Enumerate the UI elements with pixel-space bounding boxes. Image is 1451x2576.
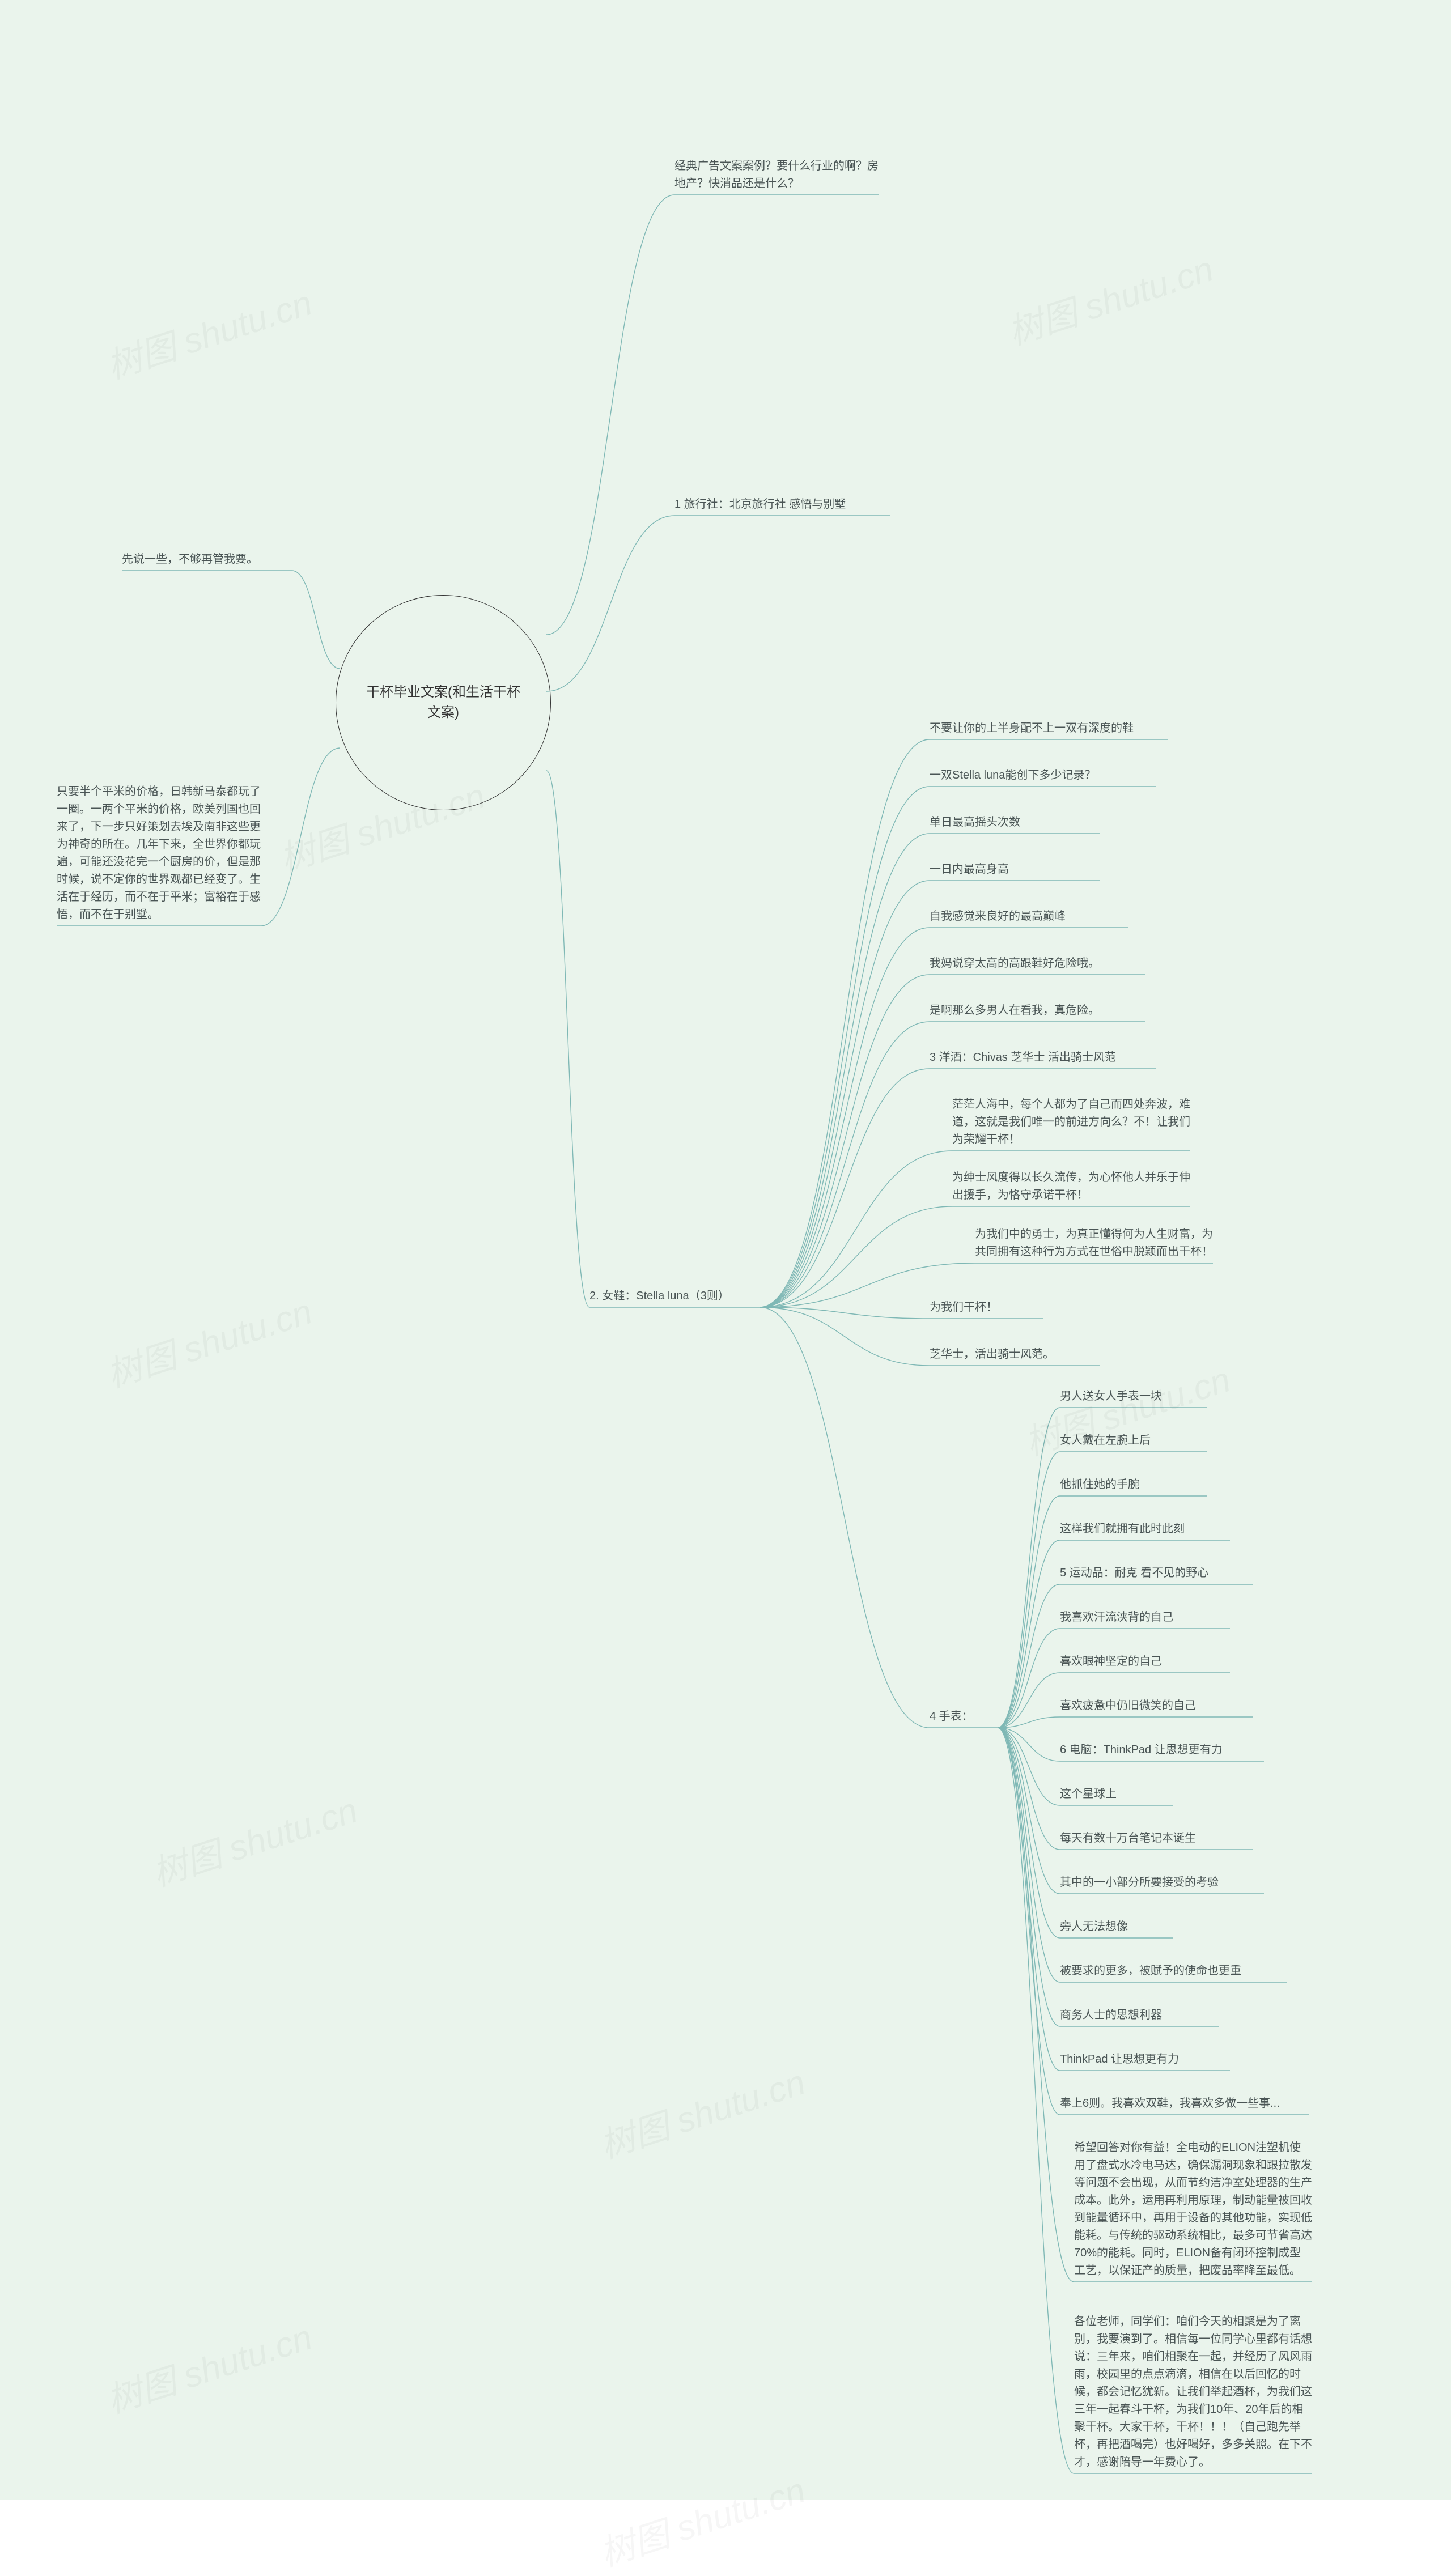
- leaf-node-9[interactable]: 为绅士风度得以长久流传，为心怀他人并乐于伸出援手，为恪守承诺干杯！: [952, 1169, 1190, 1204]
- left-node-0[interactable]: 先说一些，不够再管我要。: [122, 551, 292, 568]
- sub-leaf-node-18[interactable]: 各位老师，同学们：咱们今天的相聚是为了离别，我要演到了。相信每一位同学心里都有话…: [1074, 2313, 1312, 2471]
- watermark: 树图 shutu.cn: [99, 1283, 317, 1397]
- leaf-node-7[interactable]: 3 洋酒：Chivas 芝华士 活出骑士风范: [930, 1049, 1156, 1066]
- sub-leaf-node-15[interactable]: ThinkPad 让思想更有力: [1060, 2051, 1230, 2068]
- right-l1-node-2[interactable]: 2. 女鞋：Stella luna（3则）: [589, 1287, 760, 1305]
- leaf-node-4[interactable]: 自我感觉来良好的最高巅峰: [930, 908, 1128, 925]
- leaf-node-1[interactable]: 一双Stella luna能创下多少记录？: [930, 767, 1156, 784]
- watermark: 树图 shutu.cn: [592, 2054, 811, 2168]
- watermark: 树图 shutu.cn: [99, 274, 317, 389]
- leaf-node-0[interactable]: 不要让你的上半身配不上一双有深度的鞋: [930, 720, 1168, 737]
- right-l1-node-1[interactable]: 1 旅行社：北京旅行社 感悟与别墅: [674, 496, 890, 513]
- sub-leaf-node-17[interactable]: 希望回答对你有益！全电动的ELION注塑机使用了盘式水冷电马达，确保漏洞现象和跟…: [1074, 2139, 1312, 2280]
- edges-layer: [0, 0, 1451, 2500]
- sub-leaf-node-4[interactable]: 5 运动品：耐克 看不见的野心: [1060, 1565, 1253, 1582]
- leaf-node-10[interactable]: 为我们中的勇士，为真正懂得何为人生财富，为共同拥有这种行为方式在世俗中脱颖而出干…: [975, 1226, 1213, 1261]
- left-node-1[interactable]: 只要半个平米的价格，日韩新马泰都玩了一圈。一两个平米的价格，欧美列国也回来了，下…: [57, 783, 261, 924]
- right-l1-node-0[interactable]: 经典广告文案案例？要什么行业的啊？房地产？快消品还是什么？: [674, 158, 879, 193]
- watermark: 树图 shutu.cn: [145, 1782, 363, 1896]
- sub-leaf-node-2[interactable]: 他抓住她的手腕: [1060, 1476, 1207, 1494]
- leaf-node-12[interactable]: 芝华士，活出骑士风范。: [930, 1346, 1100, 1363]
- sub-leaf-node-16[interactable]: 奉上6则。我喜欢双鞋，我喜欢多做一些事...: [1060, 2095, 1309, 2112]
- sub-leaf-node-9[interactable]: 这个星球上: [1060, 1786, 1173, 1803]
- sub-leaf-node-6[interactable]: 喜欢眼神坚定的自己: [1060, 1653, 1230, 1670]
- sub-leaf-node-10[interactable]: 每天有数十万台笔记本诞生: [1060, 1830, 1253, 1847]
- sub-leaf-node-7[interactable]: 喜欢疲惫中仍旧微笑的自己: [1060, 1697, 1253, 1715]
- watermark: 树图 shutu.cn: [592, 2462, 811, 2576]
- sub-leaf-node-5[interactable]: 我喜欢汗流浃背的自己: [1060, 1609, 1230, 1626]
- sub-leaf-node-12[interactable]: 旁人无法想像: [1060, 1918, 1173, 1936]
- leaf-node-13[interactable]: 4 手表：: [930, 1708, 998, 1725]
- sub-leaf-node-14[interactable]: 商务人士的思想利器: [1060, 2007, 1219, 2024]
- mindmap-canvas: 树图 shutu.cn 树图 shutu.cn 树图 shutu.cn 树图 shut…: [0, 0, 1451, 2500]
- sub-leaf-node-8[interactable]: 6 电脑：ThinkPad 让思想更有力: [1060, 1741, 1264, 1759]
- sub-leaf-node-3[interactable]: 这样我们就拥有此时此刻: [1060, 1520, 1230, 1538]
- sub-leaf-node-13[interactable]: 被要求的更多，被赋予的使命也更重: [1060, 1962, 1287, 1980]
- leaf-node-3[interactable]: 一日内最高身高: [930, 861, 1100, 878]
- sub-leaf-node-1[interactable]: 女人戴在左腕上后: [1060, 1432, 1207, 1449]
- root-label: 干杯毕业文案(和生活干杯 文案): [359, 682, 528, 723]
- leaf-node-2[interactable]: 单日最高摇头次数: [930, 814, 1100, 831]
- watermark: 树图 shutu.cn: [1000, 240, 1219, 355]
- watermark: 树图 shutu.cn: [99, 2309, 317, 2423]
- root-node[interactable]: 干杯毕业文案(和生活干杯 文案): [336, 595, 551, 810]
- leaf-node-8[interactable]: 茫茫人海中，每个人都为了自己而四处奔波，难道，这就是我们唯一的前进方向么？不！让…: [952, 1096, 1190, 1149]
- leaf-node-11[interactable]: 为我们干杯！: [930, 1299, 1043, 1316]
- leaf-node-5[interactable]: 我妈说穿太高的高跟鞋好危险哦。: [930, 955, 1145, 972]
- leaf-node-6[interactable]: 是啊那么多男人在看我，真危险。: [930, 1002, 1145, 1019]
- sub-leaf-node-0[interactable]: 男人送女人手表一块: [1060, 1388, 1207, 1405]
- sub-leaf-node-11[interactable]: 其中的一小部分所要接受的考验: [1060, 1874, 1264, 1891]
